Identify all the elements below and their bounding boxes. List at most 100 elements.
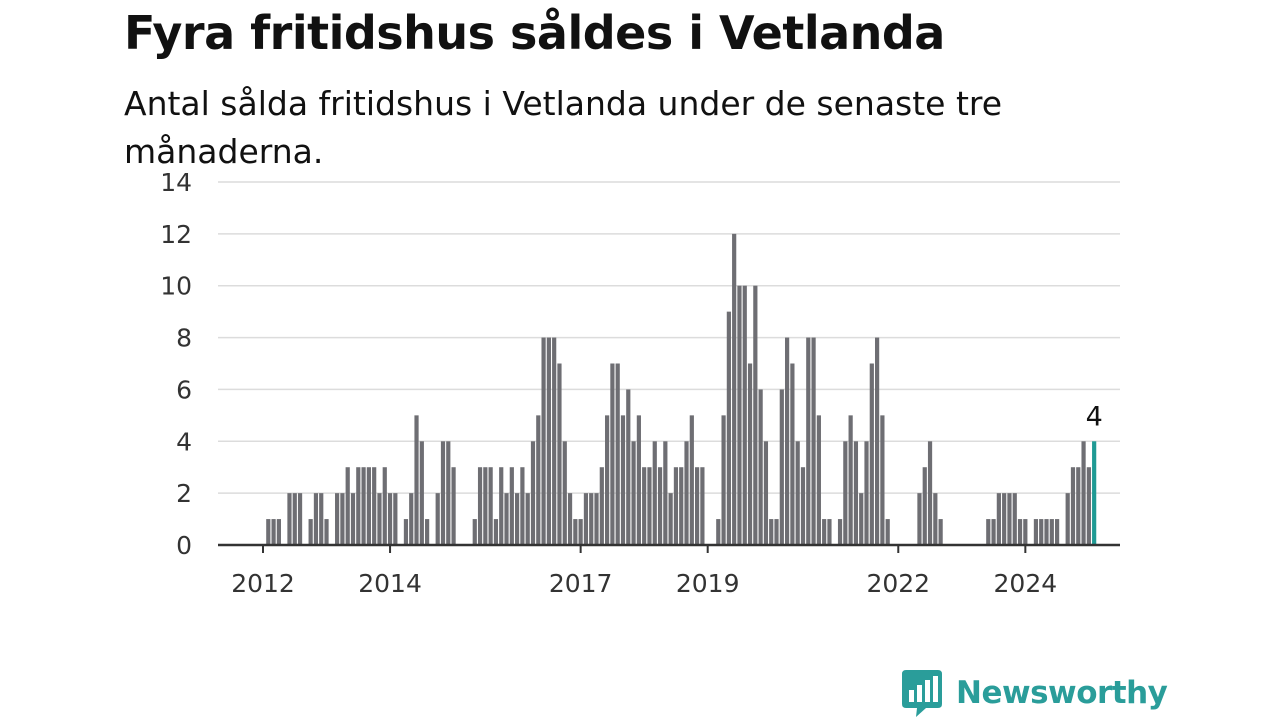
bar	[610, 363, 615, 545]
bar	[753, 285, 758, 545]
bar	[769, 519, 774, 545]
bar	[297, 493, 303, 545]
bar	[530, 441, 536, 545]
bar	[350, 493, 356, 545]
bar	[822, 519, 827, 545]
bar	[1070, 467, 1076, 545]
bar	[451, 467, 456, 545]
bar	[605, 415, 610, 545]
bar	[996, 493, 1001, 545]
bar	[657, 467, 663, 545]
bar	[599, 467, 604, 545]
bar	[647, 467, 652, 545]
y-tick-label: 6	[176, 375, 192, 404]
bar	[377, 493, 382, 545]
bar	[387, 493, 393, 545]
bar	[287, 493, 292, 545]
bar	[419, 441, 424, 545]
bar	[673, 467, 679, 545]
bar	[266, 519, 271, 545]
y-tick-label: 8	[176, 324, 192, 353]
bar	[319, 493, 324, 545]
bar	[1033, 519, 1039, 545]
bar	[414, 415, 419, 545]
bar	[477, 467, 483, 545]
bar	[742, 285, 747, 545]
bar	[922, 467, 927, 545]
bar	[806, 337, 811, 545]
bar	[483, 467, 488, 545]
bar	[843, 441, 848, 545]
bar	[779, 389, 784, 545]
bar	[292, 493, 297, 545]
bar	[679, 467, 684, 545]
x-tick-label: 2024	[994, 569, 1058, 598]
logo-text: Newsworthy	[956, 675, 1168, 711]
bar	[1039, 519, 1044, 545]
bar	[885, 519, 890, 545]
bar	[864, 441, 869, 545]
bar	[340, 493, 345, 545]
bar	[1055, 519, 1060, 545]
bar	[578, 519, 583, 545]
bar	[520, 467, 525, 545]
bar	[626, 389, 631, 545]
bar	[652, 441, 657, 545]
bar	[324, 519, 329, 545]
bar	[689, 415, 694, 545]
highlight-bar	[1092, 441, 1097, 545]
bar	[271, 519, 276, 545]
x-tick-label: 2022	[866, 569, 930, 598]
bar	[583, 493, 589, 545]
bar	[536, 415, 541, 545]
bar	[737, 285, 742, 545]
bar	[557, 363, 562, 545]
bar	[1086, 467, 1091, 545]
bar	[472, 519, 477, 545]
bar	[393, 493, 398, 545]
bar	[837, 519, 843, 545]
bar	[811, 337, 816, 545]
y-tick-label: 10	[160, 272, 192, 301]
bar	[509, 467, 514, 545]
bar	[732, 233, 737, 545]
bar	[372, 467, 377, 545]
bar	[1002, 493, 1007, 545]
bar	[800, 467, 806, 545]
chart-title: Fyra fritidshus såldes i Vetlanda	[124, 6, 945, 60]
bar	[747, 363, 753, 545]
y-tick-label: 2	[176, 479, 192, 508]
bar	[869, 363, 874, 545]
bar	[726, 311, 731, 545]
bar	[1076, 467, 1081, 545]
bar	[927, 441, 933, 545]
bar	[880, 415, 885, 545]
y-tick-label: 0	[176, 531, 192, 560]
bar	[403, 519, 409, 545]
bar	[488, 467, 493, 545]
y-tick-label: 4	[176, 427, 192, 456]
bar	[986, 519, 991, 545]
bar	[435, 493, 440, 545]
bar	[721, 415, 726, 545]
bar	[493, 519, 499, 545]
bar	[313, 493, 319, 545]
highlight-data-label: 4	[1086, 401, 1103, 432]
bar	[668, 493, 673, 545]
bar	[1012, 493, 1017, 545]
bar	[361, 467, 366, 545]
bar	[594, 493, 599, 545]
bar	[875, 337, 880, 545]
bar	[917, 493, 922, 545]
bar	[366, 467, 371, 545]
x-tick-label: 2019	[676, 569, 740, 598]
bar	[356, 467, 361, 545]
bar	[774, 519, 779, 545]
bar	[695, 467, 700, 545]
bar	[700, 467, 705, 545]
bar	[933, 493, 938, 545]
bar	[716, 519, 721, 545]
bar	[335, 493, 340, 545]
bar	[409, 493, 414, 545]
